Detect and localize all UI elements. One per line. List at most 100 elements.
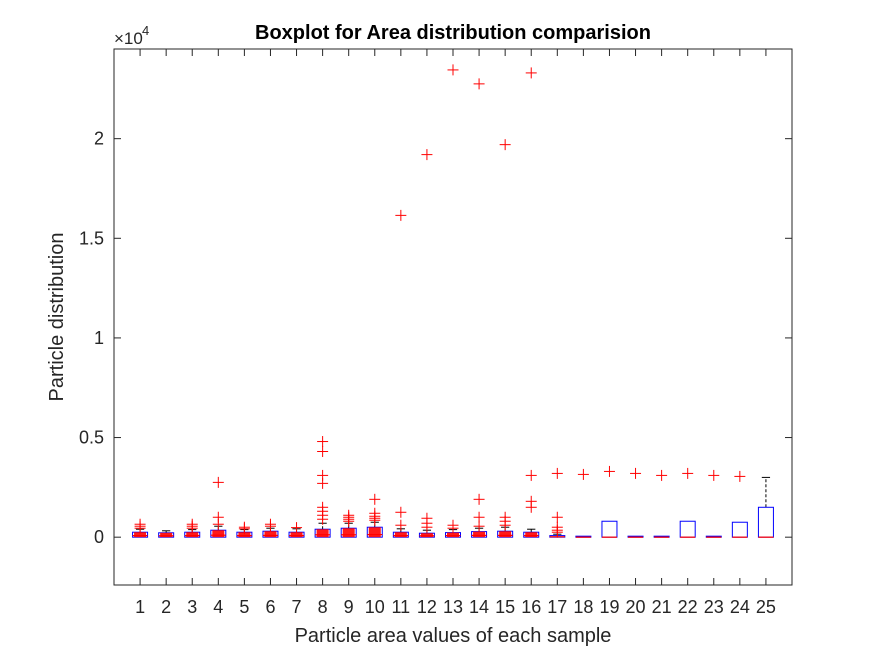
box-group: [627, 467, 644, 538]
dense-outlier-band: [316, 529, 329, 538]
outlier-marker: [421, 512, 433, 524]
outlier-marker: [734, 470, 746, 482]
x-tick-label: 17: [547, 597, 567, 617]
x-tick-label: 4: [213, 597, 223, 617]
y-tick-label: 0: [94, 527, 104, 547]
x-tick-label: 3: [187, 597, 197, 617]
outlier-marker: [499, 511, 511, 523]
y-tick-label: 1.5: [79, 228, 104, 248]
outlier-marker: [630, 467, 642, 479]
x-tick-label: 13: [443, 597, 463, 617]
y-axis-label: Particle distribution: [46, 233, 68, 402]
x-tick-label: 20: [626, 597, 646, 617]
outlier-marker: [317, 501, 329, 513]
outlier-marker: [317, 445, 329, 457]
outlier-marker: [264, 518, 276, 530]
x-axis-label: Particle area values of each sample: [295, 625, 612, 647]
outlier-marker: [473, 511, 485, 523]
plot-frame: [113, 48, 793, 586]
x-tick-label: 9: [344, 597, 354, 617]
outlier-marker: [238, 521, 250, 533]
box-group: [549, 467, 566, 538]
outlier-marker: [186, 518, 198, 530]
dense-outlier-band: [264, 531, 277, 538]
dense-outlier-band: [160, 532, 173, 538]
outlier-marker: [447, 64, 459, 76]
x-tick-label: 19: [599, 597, 619, 617]
outlier-marker: [212, 476, 224, 488]
x-tick-label: 16: [521, 597, 541, 617]
x-tick-label: 10: [365, 597, 385, 617]
x-tick-label: 6: [265, 597, 275, 617]
box-group: [497, 139, 514, 538]
outlier-marker: [525, 67, 537, 79]
box-group: [731, 470, 748, 538]
x-tick-label: 7: [292, 597, 302, 617]
outlier-marker: [656, 469, 668, 481]
y-tick-label: 0.5: [79, 428, 104, 448]
outlier-marker: [473, 493, 485, 505]
dense-outlier-band: [212, 530, 225, 538]
outlier-marker: [134, 518, 146, 530]
box-group: [575, 468, 592, 538]
box-group: [653, 469, 670, 538]
outlier-marker: [708, 469, 720, 481]
x-tick-label: 21: [652, 597, 672, 617]
outlier-marker: [395, 209, 407, 221]
x-tick-label: 14: [469, 597, 489, 617]
dense-outlier-band: [134, 532, 147, 538]
outlier-marker: [395, 506, 407, 518]
y-tick-label: 2: [94, 129, 104, 149]
outlier-marker: [343, 509, 355, 521]
dense-outlier-band: [368, 527, 381, 538]
dense-outlier-band: [525, 532, 538, 538]
outlier-marker: [369, 493, 381, 505]
y-axis-exponent: ×10 4: [114, 23, 149, 48]
chart-marks: [132, 64, 774, 538]
dense-outlier-band: [290, 532, 303, 538]
y-axis-ticks: 0 0.5 1 1.5 2: [79, 129, 792, 547]
outlier-marker: [317, 436, 329, 448]
outlier-marker: [317, 469, 329, 481]
outlier-marker: [577, 468, 589, 480]
chart-title: Boxplot for Area distribution comparisio…: [255, 22, 651, 44]
outlier-marker: [525, 469, 537, 481]
dense-outlier-band: [420, 533, 433, 538]
outlier-marker: [421, 149, 433, 161]
outlier-marker: [551, 467, 563, 479]
dense-outlier-band: [238, 532, 251, 538]
outlier-marker: [291, 522, 303, 534]
outlier-marker: [682, 467, 694, 479]
y-tick-label: 1: [94, 328, 104, 348]
x-axis-ticks: 1 2 3 4 5 6 7 8 9 10 11 12 13 14 15 16 17 18 19 20 21 22 23 24 2…: [135, 49, 776, 617]
outlier-marker: [369, 507, 381, 519]
outlier-marker: [551, 521, 563, 533]
x-tick-label: 8: [318, 597, 328, 617]
x-tick-label: 24: [730, 597, 750, 617]
box-group: [601, 465, 618, 538]
x-tick-label: 2: [161, 597, 171, 617]
dense-outlier-band: [473, 531, 486, 538]
y-exponent-base: ×10: [114, 29, 143, 48]
x-tick-label: 5: [239, 597, 249, 617]
box-group: [705, 469, 722, 538]
x-tick-label: 11: [392, 597, 411, 617]
dense-outlier-band: [499, 531, 512, 538]
dense-outlier-band: [394, 532, 407, 538]
x-tick-label: 25: [756, 597, 776, 617]
outlier-marker: [212, 511, 224, 523]
dense-outlier-band: [342, 528, 355, 538]
x-tick-label: 12: [417, 597, 437, 617]
x-tick-label: 23: [704, 597, 724, 617]
x-tick-label: 22: [678, 597, 698, 617]
outlier-marker: [395, 519, 407, 531]
outlier-marker: [603, 465, 615, 477]
box-group: [679, 467, 696, 538]
dense-outlier-band: [186, 532, 199, 538]
outlier-marker: [447, 519, 459, 531]
x-tick-label: 18: [573, 597, 593, 617]
box-group: [757, 476, 774, 538]
outlier-marker: [473, 78, 485, 90]
dense-outlier-band: [447, 532, 459, 538]
